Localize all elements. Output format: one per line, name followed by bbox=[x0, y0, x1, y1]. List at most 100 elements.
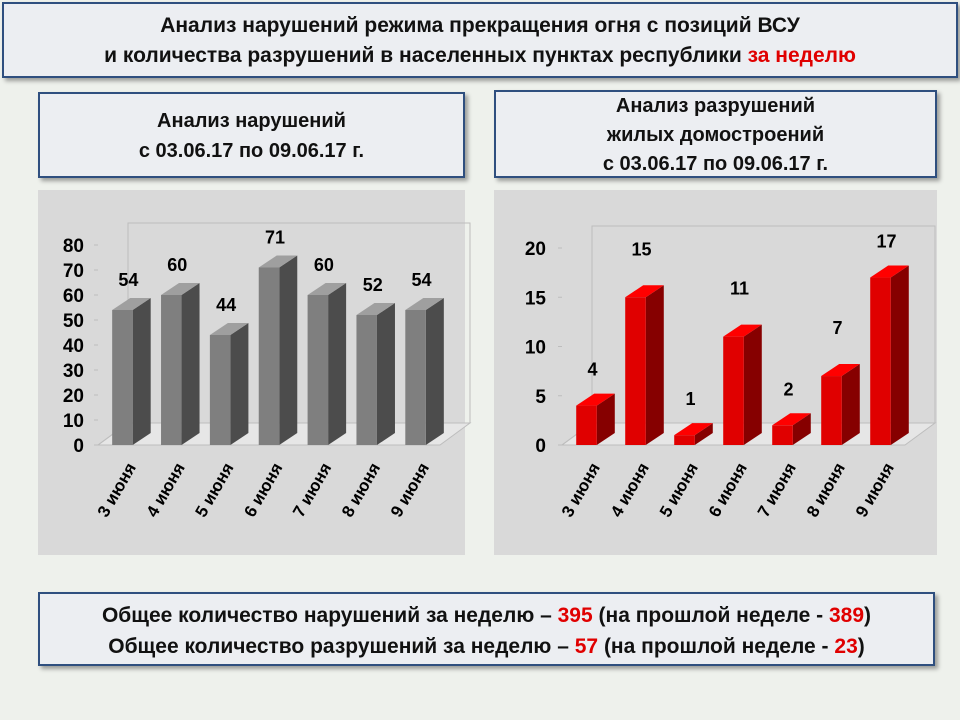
bar bbox=[674, 435, 695, 445]
summary-text: Общее количество нарушений за неделю – bbox=[101, 604, 552, 627]
x-tick-label: 6 июня bbox=[240, 460, 286, 521]
chart-title: Анализ разрушений жилых домостроений bbox=[606, 95, 825, 146]
bar-top bbox=[625, 285, 664, 298]
bar bbox=[356, 315, 377, 445]
bar bbox=[625, 297, 646, 445]
bar-side bbox=[181, 283, 200, 445]
data-label: 17 bbox=[876, 232, 896, 252]
bar-top bbox=[405, 298, 444, 310]
y-tick-label: 50 bbox=[63, 311, 84, 332]
x-tick-label: 6 июня bbox=[705, 460, 751, 521]
bar-top bbox=[674, 423, 713, 436]
bar-top bbox=[576, 393, 615, 406]
y-tick-label: 5 bbox=[535, 387, 546, 408]
summary-text: (на прошлой неделе - bbox=[598, 604, 824, 627]
chart-title-box: Анализ нарушений с 03.06.17 по 09.06.17 … bbox=[38, 92, 465, 178]
y-tick-label: 20 bbox=[525, 239, 546, 260]
summary-text: ) bbox=[857, 635, 865, 658]
x-tick-label: 5 июня bbox=[656, 460, 702, 521]
bar-top bbox=[209, 323, 249, 335]
data-label: 4 bbox=[587, 360, 597, 380]
bar-side bbox=[279, 255, 298, 445]
bar-top bbox=[356, 303, 395, 315]
x-tick-label: 8 июня bbox=[803, 460, 849, 521]
bar-side bbox=[743, 324, 762, 445]
y-tick-label: 0 bbox=[73, 436, 84, 457]
summary-value: 395 bbox=[557, 604, 593, 627]
x-tick-label: 9 июня bbox=[387, 460, 433, 521]
bar-top bbox=[258, 255, 298, 268]
bar bbox=[723, 336, 744, 445]
y-tick-label: 30 bbox=[63, 361, 84, 382]
x-tick-label: 9 июня bbox=[852, 460, 898, 521]
bar-top bbox=[112, 298, 151, 310]
data-label: 44 bbox=[216, 295, 236, 315]
data-label: 54 bbox=[118, 270, 138, 290]
bar-top bbox=[307, 283, 347, 295]
data-label: 7 bbox=[832, 318, 842, 338]
x-tick-label: 4 июня bbox=[607, 460, 653, 521]
bar-side bbox=[132, 298, 151, 445]
bar-top bbox=[772, 413, 811, 426]
summary: Общее количество нарушений за неделю – 3… bbox=[38, 592, 935, 666]
data-label: 1 bbox=[685, 389, 695, 409]
summary-text: ) bbox=[864, 604, 872, 627]
y-tick-label: 0 bbox=[535, 436, 546, 457]
x-tick-label: 7 июня bbox=[289, 460, 335, 521]
x-tick-label: 4 июня bbox=[143, 460, 189, 521]
chart-title-box: Анализ разрушений жилых домостроений с 0… bbox=[494, 90, 937, 178]
data-label: 60 bbox=[167, 255, 187, 275]
bar-side bbox=[425, 298, 444, 445]
y-tick-label: 70 bbox=[63, 261, 84, 282]
bar bbox=[258, 267, 280, 445]
bar-top bbox=[821, 364, 860, 377]
bar-top bbox=[161, 283, 200, 295]
data-label: 71 bbox=[265, 228, 285, 248]
summary-value: 23 bbox=[834, 635, 858, 658]
y-tick-label: 40 bbox=[63, 336, 84, 357]
bar-side bbox=[376, 303, 395, 445]
y-tick-label: 10 bbox=[525, 338, 546, 359]
bar bbox=[870, 277, 891, 445]
chart-subtitle: с 03.06.17 по 09.06.17 г. bbox=[138, 140, 365, 162]
bar bbox=[161, 295, 182, 445]
chart-subtitle: с 03.06.17 по 09.06.17 г. bbox=[602, 153, 829, 175]
y-tick-label: 60 bbox=[63, 286, 84, 307]
data-label: 11 bbox=[730, 279, 749, 299]
chart-title: Анализ нарушений bbox=[157, 110, 346, 132]
bar bbox=[576, 405, 597, 445]
header: Анализ нарушений режима прекращения огня… bbox=[2, 2, 958, 78]
x-tick-label: 7 июня bbox=[754, 460, 800, 521]
bar bbox=[821, 376, 842, 445]
y-tick-label: 20 bbox=[63, 386, 84, 407]
bar bbox=[307, 295, 329, 445]
bar-side bbox=[230, 323, 249, 445]
bar-side bbox=[694, 423, 713, 445]
bar bbox=[112, 310, 133, 445]
bar-side bbox=[328, 283, 347, 445]
header-highlight: за неделю bbox=[747, 44, 856, 67]
y-tick-label: 15 bbox=[525, 288, 547, 309]
bar-top bbox=[723, 324, 762, 337]
bar-top bbox=[870, 265, 909, 278]
bar-side bbox=[596, 393, 615, 445]
x-tick-label: 8 июня bbox=[338, 460, 384, 521]
summary-text: (на прошлой неделе - bbox=[603, 635, 829, 658]
bar-side bbox=[890, 265, 909, 445]
bar bbox=[772, 425, 793, 445]
header-line: Анализ нарушений режима прекращения огня… bbox=[160, 14, 800, 37]
bar bbox=[209, 335, 231, 445]
y-tick-label: 10 bbox=[63, 411, 84, 432]
summary-value: 389 bbox=[828, 604, 865, 627]
y-tick-label: 80 bbox=[63, 236, 84, 257]
x-tick-label: 5 июня bbox=[191, 460, 237, 521]
data-label: 15 bbox=[631, 239, 651, 259]
bar bbox=[405, 310, 426, 445]
header-line: и количества разрушений в населенных пун… bbox=[104, 44, 742, 67]
summary-text: Общее количество разрушений за неделю – bbox=[108, 635, 569, 658]
bar-side bbox=[645, 285, 664, 445]
data-label: 52 bbox=[363, 275, 383, 295]
data-label: 54 bbox=[412, 270, 432, 290]
